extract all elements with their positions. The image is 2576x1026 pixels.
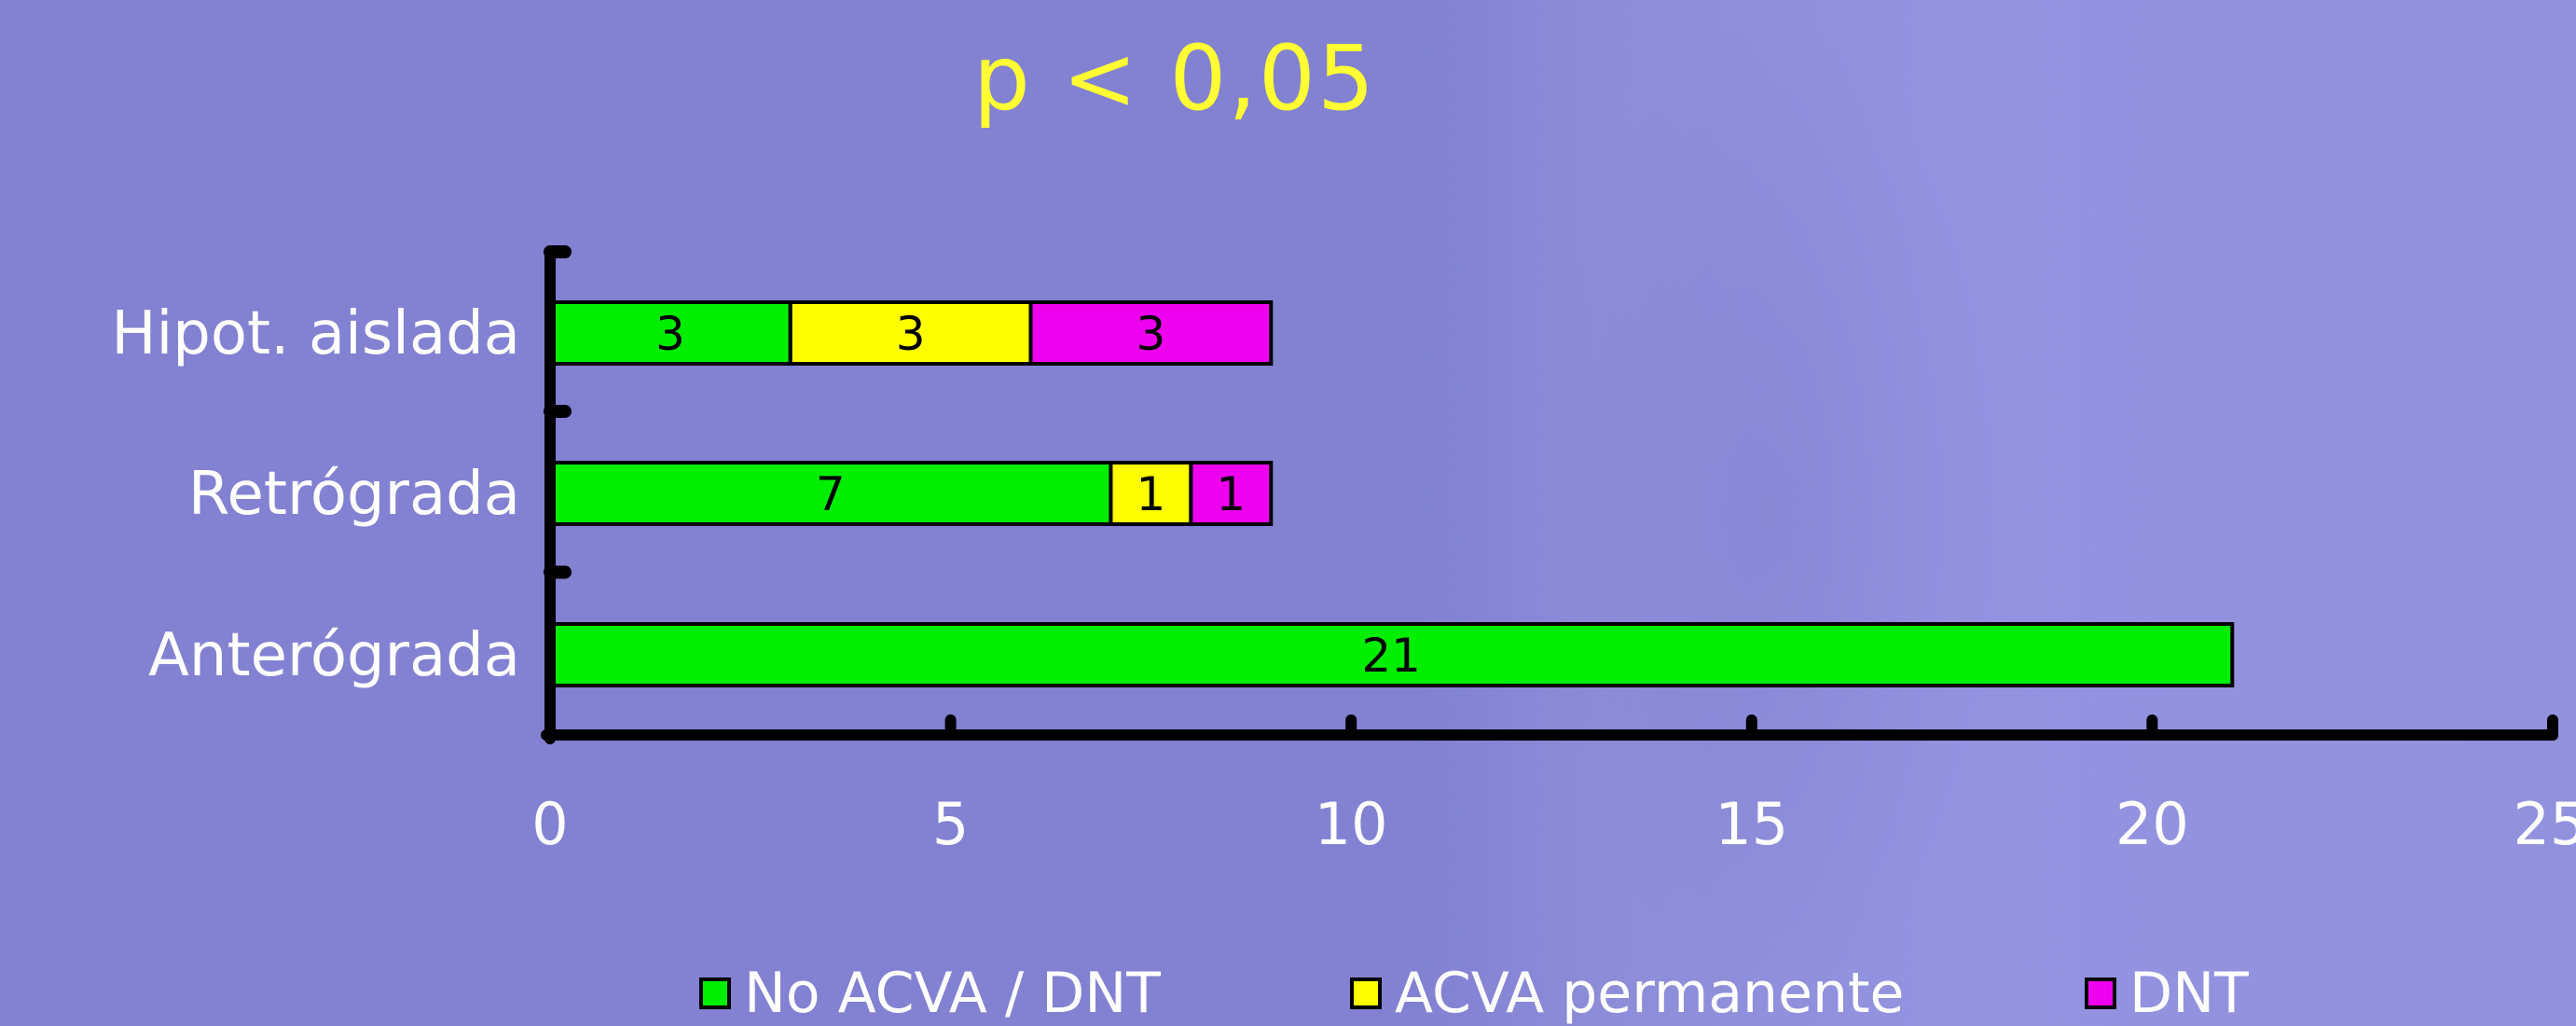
- x-tick-label: 20: [2115, 790, 2189, 858]
- x-tick-label: 25: [2514, 790, 2576, 858]
- data-label-retrograda-dnt: 1: [1216, 467, 1246, 521]
- bar-hipot-aislada-dnt: [1028, 300, 1274, 366]
- data-label-hipot-aislada-acva-permanente: 3: [896, 307, 926, 361]
- legend-item-no-acva: No ACVA / DNT: [699, 961, 1161, 1026]
- data-label-retrograda-no-acva-dnt: 7: [816, 467, 846, 521]
- data-label-anterograda-no-acva-dnt: 21: [1361, 629, 1421, 683]
- legend-label-dnt: DNT: [2129, 961, 2249, 1026]
- bar-retrograda-no-acva-dnt: [548, 461, 1113, 526]
- legend-swatch-acva-permanente: [1350, 977, 1382, 1009]
- data-label-hipot-aislada-dnt: 3: [1136, 307, 1165, 361]
- category-label-hipot-aislada: Hipot. aislada: [111, 299, 520, 368]
- x-tick-label: 0: [531, 790, 568, 858]
- legend-swatch-dnt: [2085, 977, 2116, 1009]
- legend-item-dnt: DNT: [2085, 961, 2249, 1026]
- category-label-retrograda: Retrógrada: [188, 460, 520, 529]
- x-tick-label: 5: [932, 790, 969, 858]
- data-label-retrograda-acva-permanente: 1: [1136, 467, 1165, 521]
- category-label-anterograda: Anterógrada: [148, 621, 520, 690]
- bar-retrograda-acva-permanente: [1109, 461, 1193, 526]
- legend-item-acva-permanente: ACVA permanente: [1350, 961, 1904, 1026]
- chart-title: p < 0,05: [972, 26, 1377, 131]
- legend-label-acva-permanente: ACVA permanente: [1395, 961, 1905, 1026]
- legend-swatch-no-acva: [699, 977, 731, 1009]
- x-tick-label: 10: [1315, 790, 1388, 858]
- bar-retrograda-dnt: [1189, 461, 1274, 526]
- legend-label-no-acva: No ACVA / DNT: [744, 961, 1161, 1026]
- data-label-hipot-aislada-no-acva-dnt: 3: [655, 307, 685, 361]
- x-tick-label: 15: [1715, 790, 1788, 858]
- bar-hipot-aislada-no-acva-dnt: [548, 300, 792, 366]
- bar-anterograda-no-acva-dnt: [548, 622, 2235, 687]
